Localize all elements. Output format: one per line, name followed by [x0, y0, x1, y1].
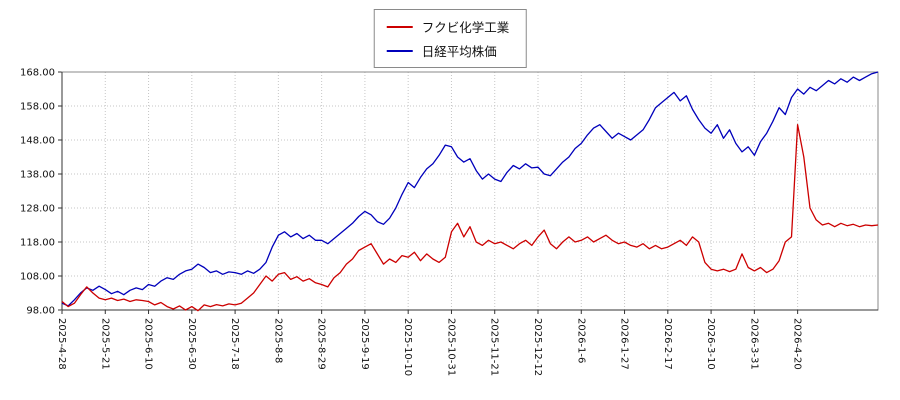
legend-label-fukuvi: フクビ化学工業	[421, 21, 510, 35]
y-axis-label: 148.00	[20, 136, 55, 147]
x-axis-label: 2025-6-10	[143, 318, 154, 370]
y-axis-label: 108.00	[20, 272, 55, 283]
x-axis-label: 2025-8-8	[272, 318, 283, 363]
x-axis-label: 2025-8-29	[316, 318, 327, 370]
x-axis-label: 2025-10-31	[445, 318, 456, 376]
y-axis-label: 168.00	[20, 68, 55, 79]
x-axis-label: 2026-3-10	[705, 318, 716, 370]
series-line-フクビ化学工業	[61, 124, 879, 312]
series-line-日経平均株価	[61, 71, 879, 307]
x-axis-label: 2025-7-18	[229, 318, 240, 370]
y-axis-label: 98.00	[26, 306, 55, 317]
x-axis-label: 2025-5-21	[99, 318, 110, 370]
blue-line-swatch-icon	[386, 49, 413, 52]
x-axis-label: 2025-6-30	[186, 318, 197, 370]
x-axis-label: 2026-1-27	[619, 318, 630, 370]
x-axis-label: 2026-3-31	[748, 318, 759, 370]
x-axis-label: 2025-4-28	[56, 318, 67, 370]
y-axis-label: 138.00	[20, 170, 55, 181]
y-axis-label: 128.00	[20, 204, 55, 215]
x-axis-label: 2025-9-19	[359, 318, 370, 370]
x-axis-label: 2025-12-12	[532, 318, 543, 376]
plot-border	[61, 71, 879, 311]
y-axis-label: 158.00	[20, 102, 55, 113]
x-axis-label: 2025-11-21	[489, 318, 500, 376]
x-axis-label: 2026-1-6	[575, 318, 586, 363]
x-axis-label: 2025-10-10	[402, 318, 413, 376]
legend-item-nikkei: 日経平均株価	[386, 41, 510, 60]
x-axis-label: 2026-4-20	[792, 318, 803, 370]
y-axis-label: 118.00	[20, 238, 55, 249]
legend-label-nikkei: 日経平均株価	[421, 45, 497, 59]
chart-legend: フクビ化学工業 日経平均株価	[373, 9, 527, 68]
x-axis-label: 2026-2-17	[662, 318, 673, 370]
legend-item-fukuvi: フクビ化学工業	[386, 17, 510, 36]
red-line-swatch-icon	[386, 25, 413, 28]
